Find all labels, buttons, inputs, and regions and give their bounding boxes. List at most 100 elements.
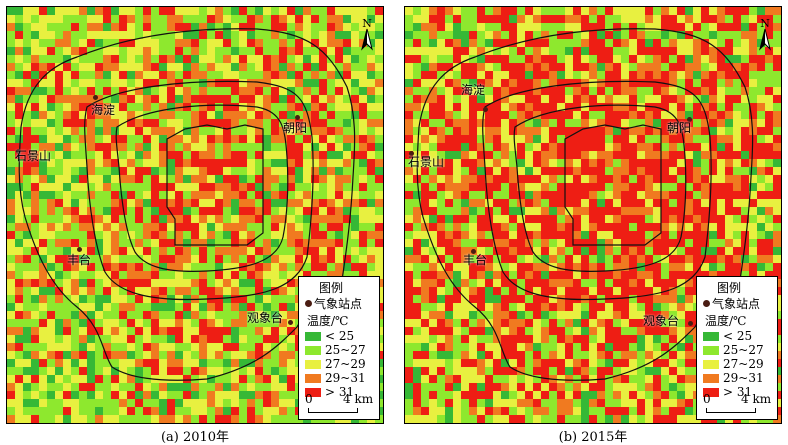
raster-cell — [71, 71, 79, 79]
raster-cell — [461, 367, 469, 375]
raster-cell — [541, 239, 549, 247]
raster-cell — [31, 415, 39, 423]
raster-cell — [351, 167, 359, 175]
raster-cell — [485, 239, 493, 247]
raster-cell — [247, 215, 255, 223]
raster-cell — [589, 31, 597, 39]
raster-cell — [709, 207, 717, 215]
raster-cell — [477, 367, 485, 375]
raster-cell — [367, 215, 375, 223]
raster-cell — [7, 71, 15, 79]
raster-cell — [429, 111, 437, 119]
raster-cell — [271, 207, 279, 215]
raster-cell — [31, 79, 39, 87]
raster-cell — [375, 7, 383, 15]
raster-cell — [477, 375, 485, 383]
raster-cell — [405, 63, 413, 71]
raster-cell — [71, 239, 79, 247]
raster-cell — [741, 215, 749, 223]
raster-cell — [469, 79, 477, 87]
raster-cell — [469, 287, 477, 295]
raster-cell — [693, 95, 701, 103]
raster-cell — [7, 231, 15, 239]
raster-cell — [103, 327, 111, 335]
raster-cell — [589, 111, 597, 119]
raster-cell — [437, 375, 445, 383]
raster-cell — [103, 31, 111, 39]
raster-cell — [405, 271, 413, 279]
raster-cell — [493, 15, 501, 23]
raster-cell — [605, 135, 613, 143]
raster-cell — [437, 311, 445, 319]
raster-cell — [111, 327, 119, 335]
raster-cell — [525, 271, 533, 279]
raster-cell — [613, 31, 621, 39]
raster-cell — [573, 127, 581, 135]
raster-cell — [501, 255, 509, 263]
raster-cell — [621, 223, 629, 231]
raster-cell — [637, 271, 645, 279]
raster-cell — [493, 239, 501, 247]
raster-cell — [23, 391, 31, 399]
raster-cell — [63, 199, 71, 207]
raster-cell — [279, 103, 287, 111]
raster-cell — [31, 31, 39, 39]
raster-cell — [71, 335, 79, 343]
north-arrow-icon: N — [759, 17, 771, 51]
raster-cell — [135, 231, 143, 239]
raster-cell — [367, 255, 375, 263]
raster-cell — [255, 23, 263, 31]
raster-cell — [525, 327, 533, 335]
raster-cell — [111, 399, 119, 407]
raster-cell — [645, 39, 653, 47]
raster-cell — [367, 15, 375, 23]
raster-cell — [247, 47, 255, 55]
raster-cell — [701, 119, 709, 127]
raster-cell — [247, 183, 255, 191]
raster-cell — [461, 191, 469, 199]
raster-cell — [445, 55, 453, 63]
raster-cell — [509, 127, 517, 135]
raster-cell — [255, 295, 263, 303]
raster-cell — [63, 79, 71, 87]
raster-cell — [469, 159, 477, 167]
raster-cell — [565, 183, 573, 191]
raster-cell — [677, 359, 685, 367]
raster-cell — [533, 23, 541, 31]
raster-cell — [303, 199, 311, 207]
raster-cell — [653, 47, 661, 55]
raster-cell — [79, 127, 87, 135]
raster-cell — [565, 7, 573, 15]
raster-cell — [79, 15, 87, 23]
raster-cell — [661, 7, 669, 15]
raster-cell — [15, 399, 23, 407]
raster-cell — [413, 47, 421, 55]
raster-cell — [55, 191, 63, 199]
raster-cell — [71, 55, 79, 63]
raster-cell — [765, 255, 773, 263]
raster-cell — [661, 231, 669, 239]
raster-cell — [725, 263, 733, 271]
raster-cell — [31, 263, 39, 271]
raster-cell — [509, 335, 517, 343]
raster-cell — [533, 231, 541, 239]
raster-cell — [637, 215, 645, 223]
raster-cell — [87, 391, 95, 399]
raster-cell — [207, 351, 215, 359]
raster-cell — [247, 343, 255, 351]
raster-cell — [183, 343, 191, 351]
raster-cell — [629, 103, 637, 111]
raster-cell — [493, 175, 501, 183]
raster-cell — [493, 351, 501, 359]
raster-cell — [637, 159, 645, 167]
raster-cell — [247, 199, 255, 207]
raster-cell — [351, 103, 359, 111]
raster-cell — [167, 335, 175, 343]
raster-cell — [239, 79, 247, 87]
raster-cell — [717, 95, 725, 103]
raster-cell — [335, 271, 343, 279]
raster-cell — [247, 63, 255, 71]
raster-cell — [413, 327, 421, 335]
raster-cell — [39, 327, 47, 335]
raster-cell — [581, 399, 589, 407]
